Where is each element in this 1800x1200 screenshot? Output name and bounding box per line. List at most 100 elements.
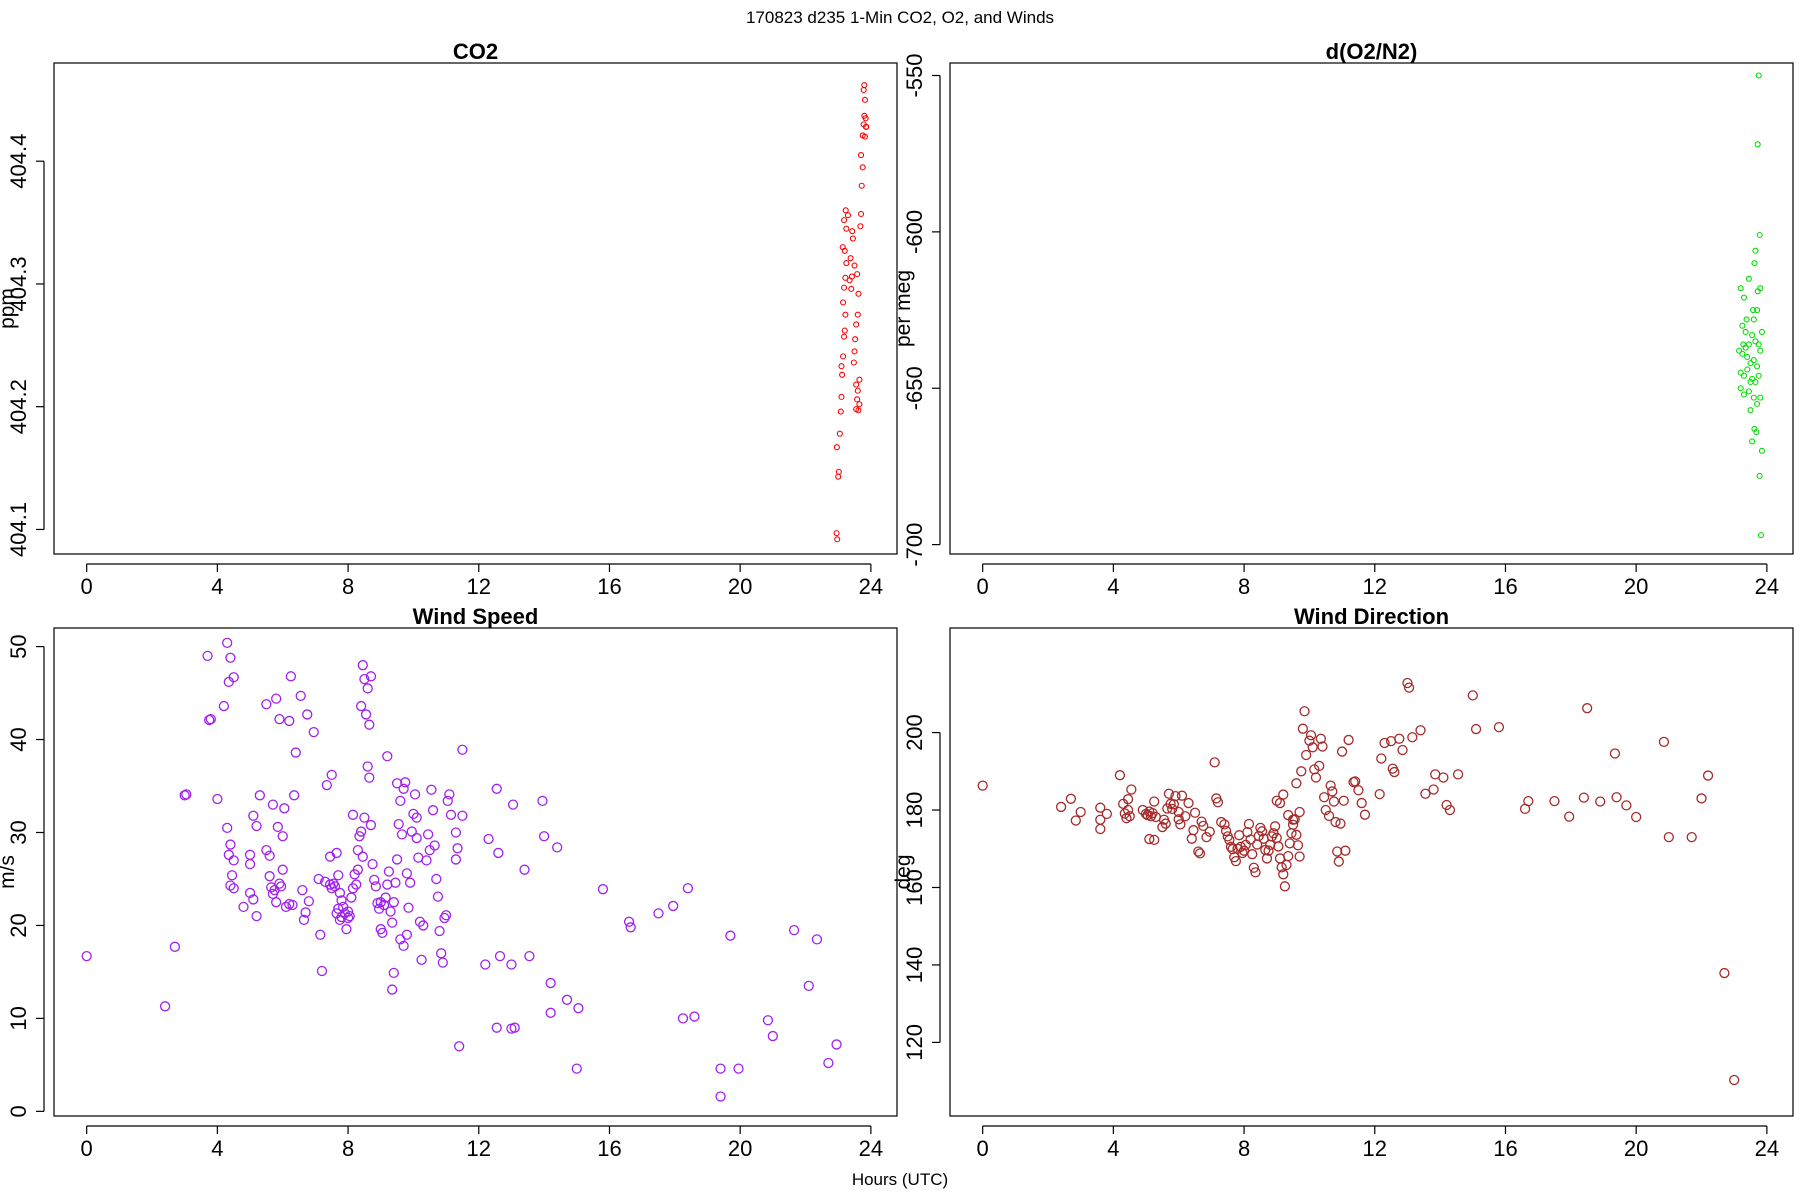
wind_speed-point — [362, 761, 373, 772]
o2-point — [1740, 372, 1748, 379]
wind_speed-point — [493, 847, 504, 859]
wind_speed-point — [538, 831, 550, 842]
o2-point — [1750, 394, 1757, 401]
wind_direction-plot-frame — [949, 627, 1794, 1117]
wind_speed-title: Wind Speed — [413, 604, 539, 629]
wind_speed-point — [362, 683, 373, 694]
co2-point — [838, 363, 845, 370]
wind_speed-point — [285, 671, 297, 682]
wind_direction-point — [1307, 742, 1318, 753]
co2-point — [862, 115, 869, 122]
wind_direction-point — [1631, 811, 1642, 823]
wind_speed-point — [545, 977, 556, 989]
wind_speed-point — [266, 882, 277, 893]
wind_direction-point — [1340, 845, 1351, 856]
o2-point — [1753, 428, 1760, 436]
wind_direction-x-tick-label: 4 — [1107, 1136, 1119, 1161]
wind_direction-point — [1420, 788, 1431, 799]
wind_speed-point — [308, 726, 319, 738]
wind_speed-point — [440, 910, 452, 921]
wind_speed-point — [625, 922, 636, 933]
wind_direction-point — [1301, 749, 1312, 761]
wind_speed-point — [431, 873, 442, 885]
wind_speed-y-tick-label: 20 — [6, 913, 31, 937]
wind_speed-point — [279, 803, 290, 814]
o2-point — [1754, 363, 1761, 370]
wind_direction-point — [1225, 841, 1237, 852]
wind_direction-point — [1609, 748, 1621, 759]
wind_speed-point — [261, 845, 272, 856]
co2-point — [853, 321, 860, 328]
wind_direction-point — [1343, 734, 1354, 746]
wind_speed-point — [81, 950, 92, 962]
wind_direction-point — [1403, 682, 1415, 693]
wind_direction-point — [1549, 795, 1560, 807]
figure-xlabel: Hours (UTC) — [852, 1170, 948, 1189]
co2-point — [841, 217, 848, 224]
o2-point — [1737, 285, 1744, 292]
wind_direction-point — [1140, 808, 1152, 820]
wind_direction-point — [1304, 735, 1315, 746]
co2-ylabel: ppm — [0, 288, 19, 329]
wind_speed-point — [561, 994, 573, 1005]
wind_speed-point — [668, 900, 679, 912]
wind_speed-point — [552, 842, 563, 853]
wind_speed-point — [290, 747, 301, 758]
wind_speed-point — [222, 822, 233, 833]
wind_direction-point — [1696, 793, 1707, 804]
wind_direction-point — [1279, 881, 1291, 892]
co2-point — [863, 123, 870, 130]
wind_direction-point — [1149, 796, 1160, 807]
co2-point — [837, 408, 844, 415]
wind_speed-point — [336, 911, 347, 923]
wind_speed-point — [274, 878, 285, 889]
o2-point — [1755, 372, 1762, 379]
wind_direction-point — [1292, 840, 1304, 851]
wind_speed-panel: Wind Speed 0 4 8 12 16 20 24 0 10 20 30 40 50 m/s — [0, 604, 898, 1161]
co2-point — [861, 96, 869, 103]
wind_speed-point — [480, 959, 491, 970]
wind_speed-point — [228, 672, 239, 683]
co2-point — [840, 353, 847, 360]
wind_direction-point — [1194, 848, 1206, 859]
wind_speed-point — [382, 751, 393, 762]
wind_speed-point — [689, 1011, 700, 1022]
o2-point — [1749, 438, 1756, 445]
wind_direction-point — [1273, 841, 1284, 852]
wind_speed-point — [597, 884, 609, 895]
co2-point — [851, 348, 858, 355]
co2-point — [841, 284, 848, 291]
wind_speed-y-tick-label: 40 — [6, 727, 31, 751]
wind_speed-point — [370, 881, 381, 892]
wind_direction-point — [1407, 732, 1418, 743]
wind_speed-point — [387, 917, 398, 928]
wind_direction-point — [1173, 814, 1184, 825]
wind_speed-point — [264, 871, 275, 882]
wind_speed-x-tick-label: 4 — [211, 1136, 223, 1161]
wind_speed-point — [254, 790, 265, 801]
wind_direction-point — [1124, 811, 1135, 822]
wind_direction-y-tick-label: 180 — [902, 792, 927, 829]
wind_speed-point — [277, 831, 288, 842]
wind_speed-point — [248, 810, 259, 821]
o2-point — [1757, 532, 1765, 539]
wind_direction-point — [1470, 723, 1482, 735]
co2-x-tick-label: 20 — [728, 574, 752, 599]
wind_speed-series — [81, 637, 842, 1102]
wind_speed-point — [506, 959, 517, 970]
wind_speed-point — [788, 924, 800, 936]
wind_direction-point — [1075, 806, 1086, 818]
wind_speed-point — [344, 911, 355, 922]
wind_speed-point — [573, 1003, 584, 1014]
wind_direction-point — [1305, 730, 1317, 741]
o2-x-tick-label: 20 — [1624, 574, 1648, 599]
wind_speed-point — [385, 906, 396, 917]
wind_direction-point — [1621, 800, 1632, 811]
o2-point — [1757, 285, 1764, 292]
o2-point — [1758, 447, 1766, 454]
wind_direction-point — [1582, 703, 1593, 714]
wind_speed-point — [333, 870, 344, 881]
wind_speed-y-tick-label: 30 — [6, 820, 31, 844]
wind_speed-point — [267, 799, 279, 810]
